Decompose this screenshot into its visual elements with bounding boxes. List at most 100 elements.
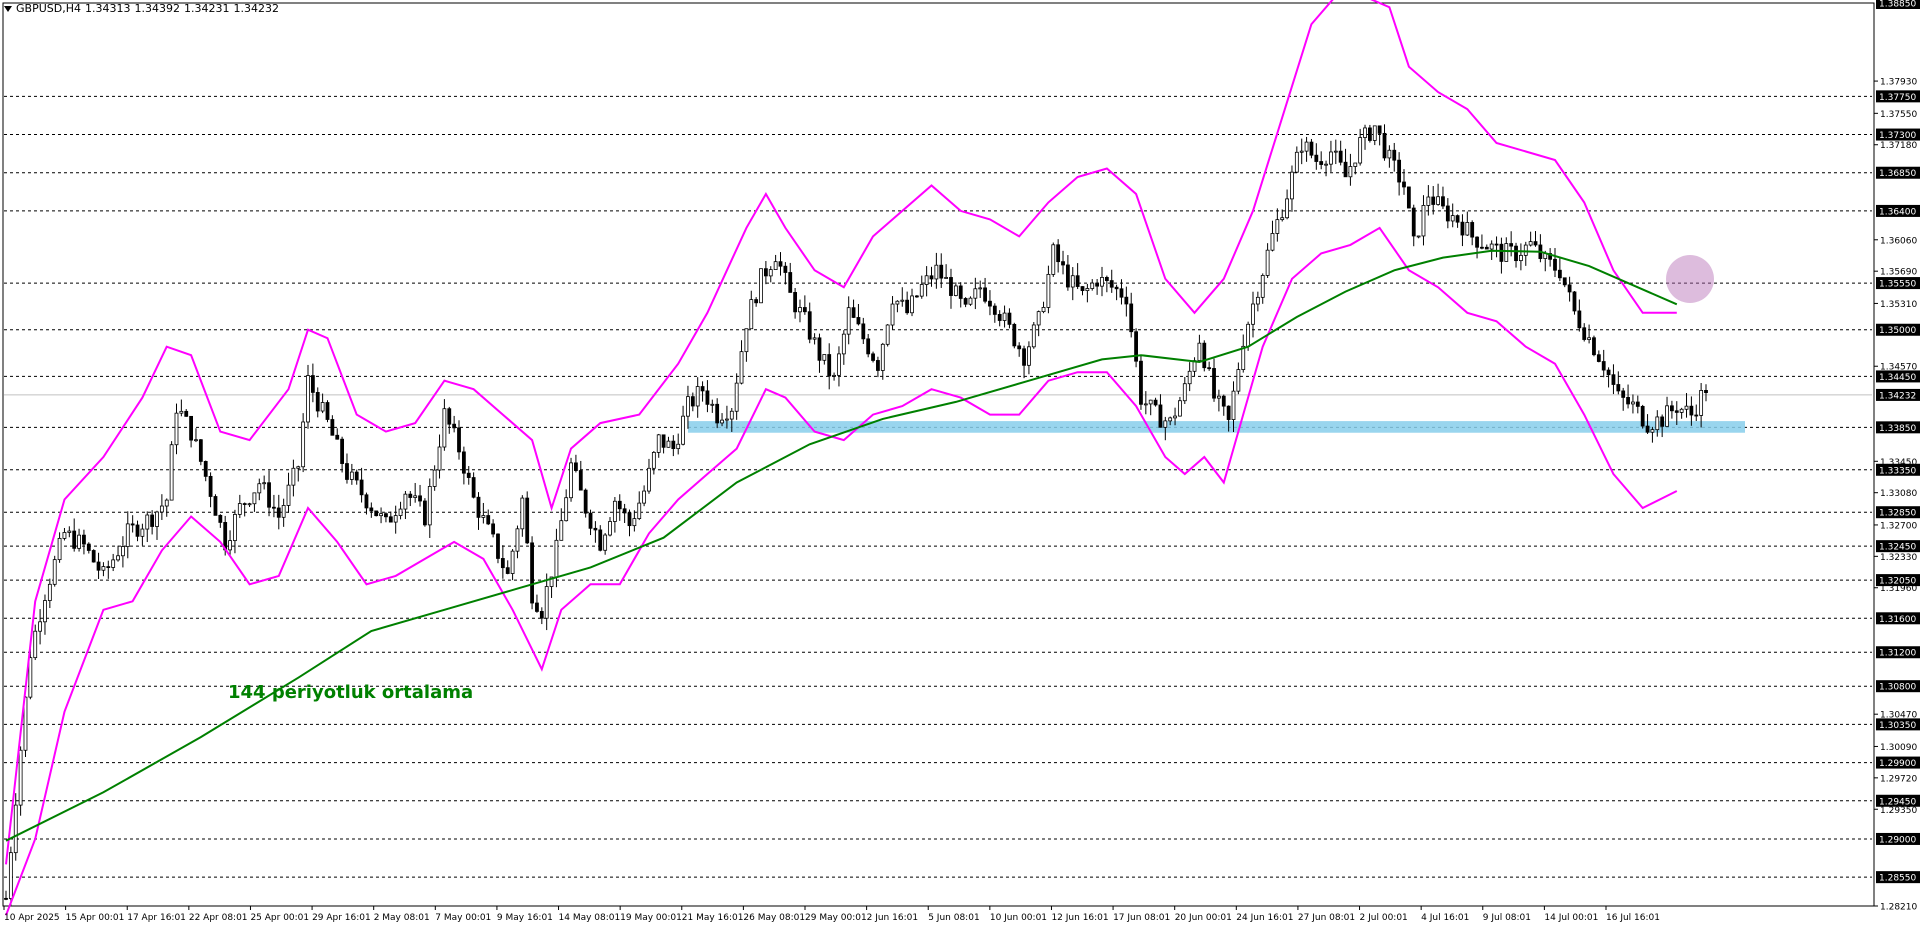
candle-body-bear bbox=[267, 482, 271, 508]
candle-body-bear bbox=[1445, 205, 1450, 222]
candle-body-bear bbox=[1596, 354, 1601, 362]
candle-body-bull bbox=[1041, 307, 1046, 313]
candle-body-bull bbox=[174, 412, 179, 446]
candle-body-bear bbox=[1095, 282, 1100, 287]
candle-body-bull bbox=[1329, 151, 1333, 165]
candle-body-bull bbox=[919, 284, 924, 297]
candle-body-bear bbox=[1592, 337, 1596, 356]
candle-body-bull bbox=[841, 333, 846, 355]
candle-body-bull bbox=[1027, 346, 1031, 366]
candle-body-bull bbox=[233, 514, 237, 542]
price-label-box bbox=[1876, 794, 1920, 807]
candle-body-bear bbox=[384, 513, 388, 518]
candle-body-bear bbox=[983, 287, 987, 302]
candle-body-bear bbox=[1119, 288, 1124, 298]
candle-body-bull bbox=[1270, 233, 1275, 251]
candle-body-bull bbox=[944, 277, 949, 279]
candle-body-bull bbox=[413, 495, 418, 498]
candle-body-bull bbox=[632, 518, 637, 527]
plot-area-border bbox=[2, 2, 1875, 907]
candle-body-bear bbox=[1704, 390, 1708, 393]
candle-body-bear bbox=[1007, 312, 1012, 325]
candle-body-bull bbox=[900, 299, 905, 302]
candle-body-bull bbox=[1265, 249, 1270, 276]
candle-body-bear bbox=[272, 506, 276, 509]
candle-body-bear bbox=[330, 419, 335, 436]
candle-body-bear bbox=[817, 337, 822, 361]
price-axis-label: 1.31960 bbox=[1880, 584, 1917, 594]
candle-body-bull bbox=[1421, 205, 1426, 237]
candle-body-bull bbox=[169, 444, 174, 501]
support-zone[interactable] bbox=[687, 421, 1745, 433]
candle-body-bear bbox=[1202, 342, 1207, 369]
candle-body-bull bbox=[1528, 241, 1533, 246]
candle-body-bull bbox=[569, 462, 573, 499]
candle-body-bear bbox=[802, 307, 807, 313]
time-axis-label: 5 Jun 08:01 bbox=[928, 913, 979, 923]
candle-body-bull bbox=[1304, 141, 1309, 152]
candle-body-bear bbox=[461, 451, 466, 474]
candle-body-bull bbox=[1294, 151, 1299, 173]
time-axis-label: 24 Jun 16:01 bbox=[1236, 913, 1293, 923]
candle-body-bear bbox=[1017, 345, 1022, 350]
time-axis-label: 22 Apr 08:01 bbox=[189, 913, 248, 923]
candle-body-bear bbox=[690, 396, 695, 407]
candle-body-bull bbox=[301, 421, 306, 468]
price-axis-label: 1.30090 bbox=[1880, 743, 1917, 753]
symbol-label: GBPUSD,H4 bbox=[16, 2, 81, 15]
candle-body-bear bbox=[4, 897, 8, 900]
price-axis-label: 1.33080 bbox=[1880, 489, 1917, 499]
price-axis-label: 1.29000 bbox=[1879, 835, 1916, 845]
candle-body-bull bbox=[1046, 273, 1051, 308]
candle-body-bull bbox=[247, 503, 252, 506]
candle-body-bull bbox=[1085, 288, 1090, 292]
price-label-box bbox=[1876, 574, 1920, 587]
candle-body-bear bbox=[486, 515, 491, 525]
candle-body-bull bbox=[1241, 345, 1246, 370]
candle-body-bull bbox=[38, 621, 42, 632]
price-axis-label: 1.34232 bbox=[1879, 391, 1916, 401]
candle-body-bull bbox=[1426, 196, 1431, 206]
candle-body-bull bbox=[1182, 383, 1187, 402]
candle-body-bear bbox=[793, 292, 798, 313]
candle-body-bull bbox=[603, 534, 608, 551]
candle-body-bear bbox=[588, 512, 593, 529]
triangle-down-icon[interactable] bbox=[4, 6, 12, 12]
price-axis-label: 1.30350 bbox=[1879, 721, 1916, 731]
candle-body-bear bbox=[184, 410, 189, 417]
candle-body-bull bbox=[262, 482, 267, 485]
bollinger-lower-line[interactable] bbox=[5, 226, 1678, 916]
time-axis-label: 14 Jul 00:01 bbox=[1544, 913, 1598, 923]
candle-body-bear bbox=[1694, 414, 1699, 417]
candle-body-bear bbox=[1484, 246, 1489, 250]
candle-body-bear bbox=[1129, 303, 1134, 333]
moving-average-144-line[interactable] bbox=[5, 249, 1678, 842]
candle-body-bull bbox=[880, 343, 885, 371]
candle-body-bull bbox=[608, 521, 612, 536]
candle-body-bull bbox=[676, 443, 681, 450]
price-axis-label: 1.32050 bbox=[1879, 577, 1916, 587]
candle-body-bear bbox=[1221, 395, 1226, 407]
candle-body-bull bbox=[924, 275, 929, 285]
candle-body-bear bbox=[754, 299, 759, 304]
candle-body-bear bbox=[1134, 331, 1138, 362]
candle-body-bear bbox=[452, 423, 457, 429]
candle-body-bear bbox=[1382, 132, 1387, 159]
price-label-box bbox=[1876, 506, 1920, 519]
price-axis-label: 1.35310 bbox=[1880, 300, 1917, 310]
candle-body-bear bbox=[1601, 361, 1606, 371]
price-axis-label: 1.33850 bbox=[1879, 424, 1916, 434]
price-axis-label: 1.34570 bbox=[1880, 363, 1917, 373]
candle-body-bear bbox=[1431, 196, 1436, 205]
price-label-box bbox=[1876, 718, 1920, 731]
time-axis-label: 7 May 00:01 bbox=[435, 913, 491, 923]
candle-body-bull bbox=[773, 261, 778, 271]
candle-body-bear bbox=[354, 471, 359, 481]
price-label-box bbox=[1876, 756, 1920, 769]
price-axis-label: 1.29720 bbox=[1880, 774, 1917, 784]
price-axis-label: 1.35550 bbox=[1879, 280, 1916, 290]
candle-body-bull bbox=[729, 410, 734, 420]
bollinger-upper-line[interactable] bbox=[5, 0, 1677, 865]
